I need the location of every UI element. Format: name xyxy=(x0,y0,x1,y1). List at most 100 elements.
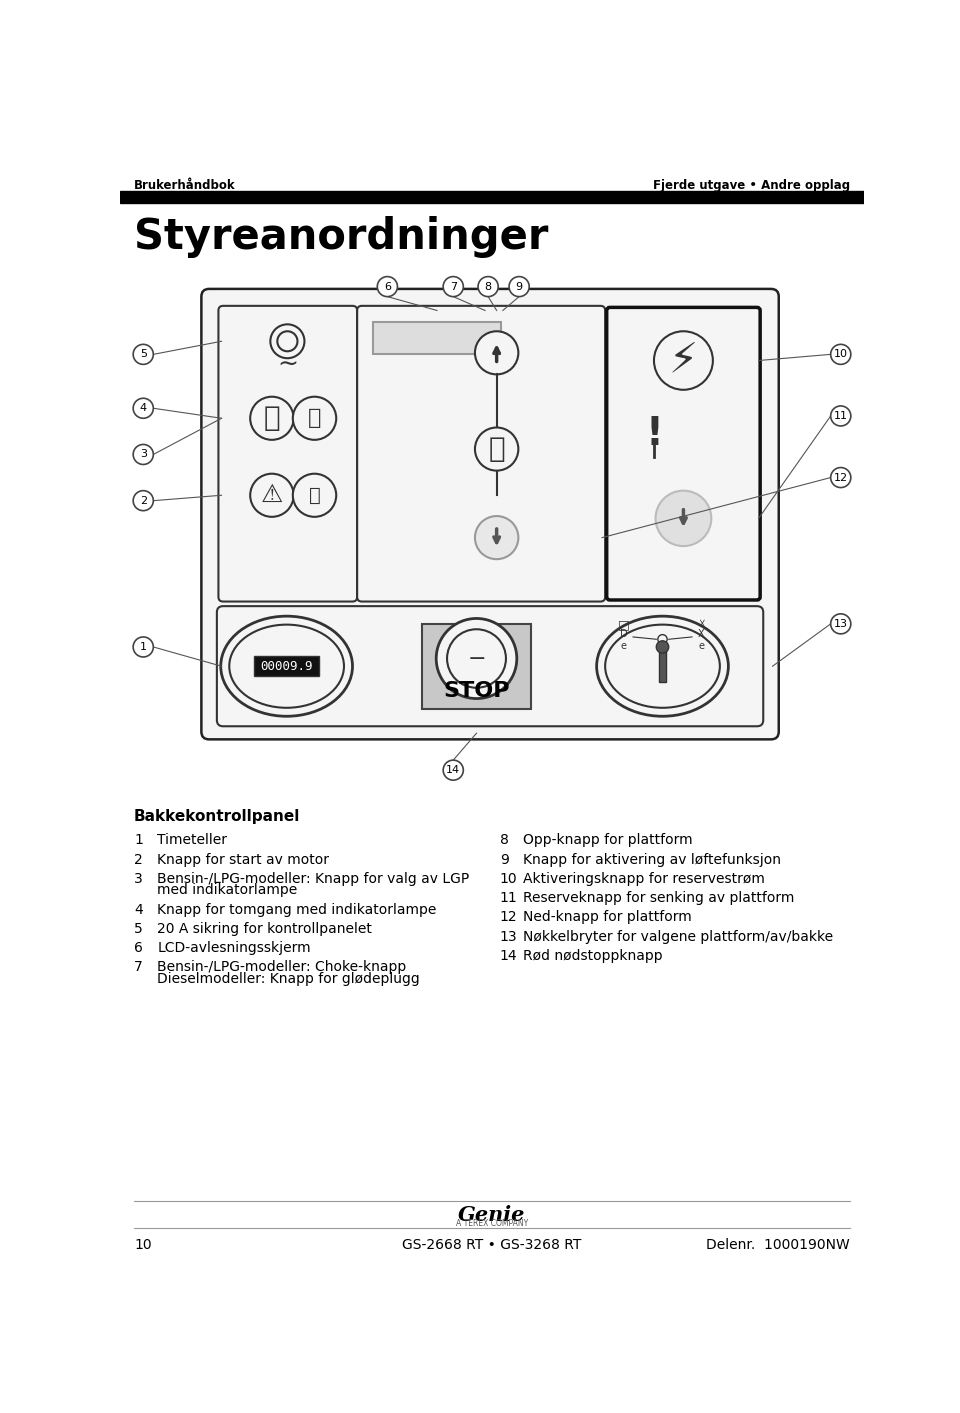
Text: Brukerhåndbok: Brukerhåndbok xyxy=(134,179,235,192)
Text: 10: 10 xyxy=(833,349,848,359)
FancyBboxPatch shape xyxy=(217,606,763,726)
Text: Knapp for start av motor: Knapp for start av motor xyxy=(157,852,329,866)
Text: 3: 3 xyxy=(134,872,143,886)
Text: 9: 9 xyxy=(500,852,509,866)
Text: 13: 13 xyxy=(500,930,517,944)
Text: 5: 5 xyxy=(140,349,147,359)
Text: Aktiveringsknapp for reservestrøm: Aktiveringsknapp for reservestrøm xyxy=(523,872,765,886)
Text: 7: 7 xyxy=(449,281,457,291)
Text: Nøkkelbryter for valgene plattform/av/bakke: Nøkkelbryter for valgene plattform/av/ba… xyxy=(523,930,833,944)
Text: 12: 12 xyxy=(500,910,517,924)
Text: Bensin-/LPG-modeller: Choke-knapp: Bensin-/LPG-modeller: Choke-knapp xyxy=(157,961,406,975)
Text: 1: 1 xyxy=(140,642,147,651)
Circle shape xyxy=(251,473,294,517)
Text: Fjerde utgave • Andre opplag: Fjerde utgave • Andre opplag xyxy=(653,179,850,192)
Circle shape xyxy=(251,397,294,439)
Text: Timeteller: Timeteller xyxy=(157,834,228,848)
Bar xyxy=(120,191,864,203)
Text: 11: 11 xyxy=(500,892,517,906)
FancyBboxPatch shape xyxy=(357,305,605,602)
Text: 🔋: 🔋 xyxy=(308,408,322,428)
Text: Styreanordninger: Styreanordninger xyxy=(134,216,548,257)
Text: Rød nødstoppknapp: Rød nødstoppknapp xyxy=(523,948,662,962)
Text: Reserveknapp for senking av plattform: Reserveknapp for senking av plattform xyxy=(523,892,794,906)
Text: Bakkekontrollpanel: Bakkekontrollpanel xyxy=(134,808,300,824)
Text: !: ! xyxy=(645,414,663,452)
Text: 14: 14 xyxy=(500,948,517,962)
Circle shape xyxy=(133,490,154,510)
Text: 5: 5 xyxy=(134,921,143,935)
Text: Genie: Genie xyxy=(458,1205,526,1225)
Text: 20 A sikring for kontrollpanelet: 20 A sikring for kontrollpanelet xyxy=(157,921,372,935)
Ellipse shape xyxy=(605,625,720,708)
Circle shape xyxy=(444,277,464,297)
Circle shape xyxy=(133,398,154,418)
Text: 4: 4 xyxy=(134,903,143,917)
Text: 13: 13 xyxy=(833,619,848,629)
Text: ⧖: ⧖ xyxy=(489,435,505,463)
Text: Ned-knapp for plattform: Ned-knapp for plattform xyxy=(523,910,692,924)
Text: 1: 1 xyxy=(134,834,143,848)
Text: 10: 10 xyxy=(134,1238,152,1252)
Circle shape xyxy=(436,619,516,698)
Text: D
e: D e xyxy=(620,629,628,651)
Text: Delenr.  1000190NW: Delenr. 1000190NW xyxy=(707,1238,850,1252)
Circle shape xyxy=(654,331,713,390)
Text: 12: 12 xyxy=(833,472,848,483)
Circle shape xyxy=(293,473,336,517)
Circle shape xyxy=(447,629,506,688)
Text: ⚠: ⚠ xyxy=(261,483,283,507)
Bar xyxy=(254,656,319,677)
Circle shape xyxy=(133,345,154,365)
Text: Knapp for tomgang med indikatorlampe: Knapp for tomgang med indikatorlampe xyxy=(157,903,437,917)
Circle shape xyxy=(658,634,667,644)
Text: ⚡: ⚡ xyxy=(669,339,698,382)
Text: ∼: ∼ xyxy=(276,352,298,376)
Circle shape xyxy=(271,325,304,359)
Ellipse shape xyxy=(221,616,352,716)
Text: ☓: ☓ xyxy=(698,619,705,632)
Circle shape xyxy=(475,331,518,374)
Bar xyxy=(659,647,666,681)
Circle shape xyxy=(475,516,518,560)
Text: 3: 3 xyxy=(140,449,147,459)
Text: GS-2668 RT • GS-3268 RT: GS-2668 RT • GS-3268 RT xyxy=(402,1238,582,1252)
Circle shape xyxy=(478,277,498,297)
FancyBboxPatch shape xyxy=(607,308,760,601)
Ellipse shape xyxy=(596,616,729,716)
Text: 10: 10 xyxy=(500,872,517,886)
Text: ⎈: ⎈ xyxy=(264,404,280,432)
Text: Opp-knapp for plattform: Opp-knapp for plattform xyxy=(523,834,692,848)
Circle shape xyxy=(277,331,298,352)
Text: 00009.9: 00009.9 xyxy=(260,660,313,673)
Bar xyxy=(373,322,501,355)
Text: 6: 6 xyxy=(384,281,391,291)
Ellipse shape xyxy=(229,625,344,708)
Circle shape xyxy=(830,406,851,425)
Bar xyxy=(422,625,531,708)
Text: 8: 8 xyxy=(485,281,492,291)
Text: 7: 7 xyxy=(134,961,143,975)
Text: 8: 8 xyxy=(500,834,509,848)
Text: 2: 2 xyxy=(134,852,143,866)
Circle shape xyxy=(830,468,851,487)
Circle shape xyxy=(377,277,397,297)
Text: 9: 9 xyxy=(516,281,522,291)
Text: 11: 11 xyxy=(833,411,848,421)
Circle shape xyxy=(133,637,154,657)
Text: Bensin-/LPG-modeller: Knapp for valg av LGP: Bensin-/LPG-modeller: Knapp for valg av … xyxy=(157,872,469,886)
Text: X
e: X e xyxy=(698,629,705,651)
Text: 🗨: 🗨 xyxy=(309,486,321,504)
Text: LCD-avlesningsskjerm: LCD-avlesningsskjerm xyxy=(157,941,311,955)
Text: Dieselmodeller: Knapp for glødeplugg: Dieselmodeller: Knapp for glødeplugg xyxy=(157,972,420,986)
Circle shape xyxy=(657,642,669,653)
Circle shape xyxy=(656,490,711,545)
Circle shape xyxy=(444,760,464,780)
Text: 4: 4 xyxy=(140,403,147,413)
Circle shape xyxy=(475,428,518,471)
FancyBboxPatch shape xyxy=(219,305,357,602)
Circle shape xyxy=(293,397,336,439)
Circle shape xyxy=(830,613,851,634)
Text: □: □ xyxy=(618,619,630,632)
Circle shape xyxy=(830,345,851,365)
